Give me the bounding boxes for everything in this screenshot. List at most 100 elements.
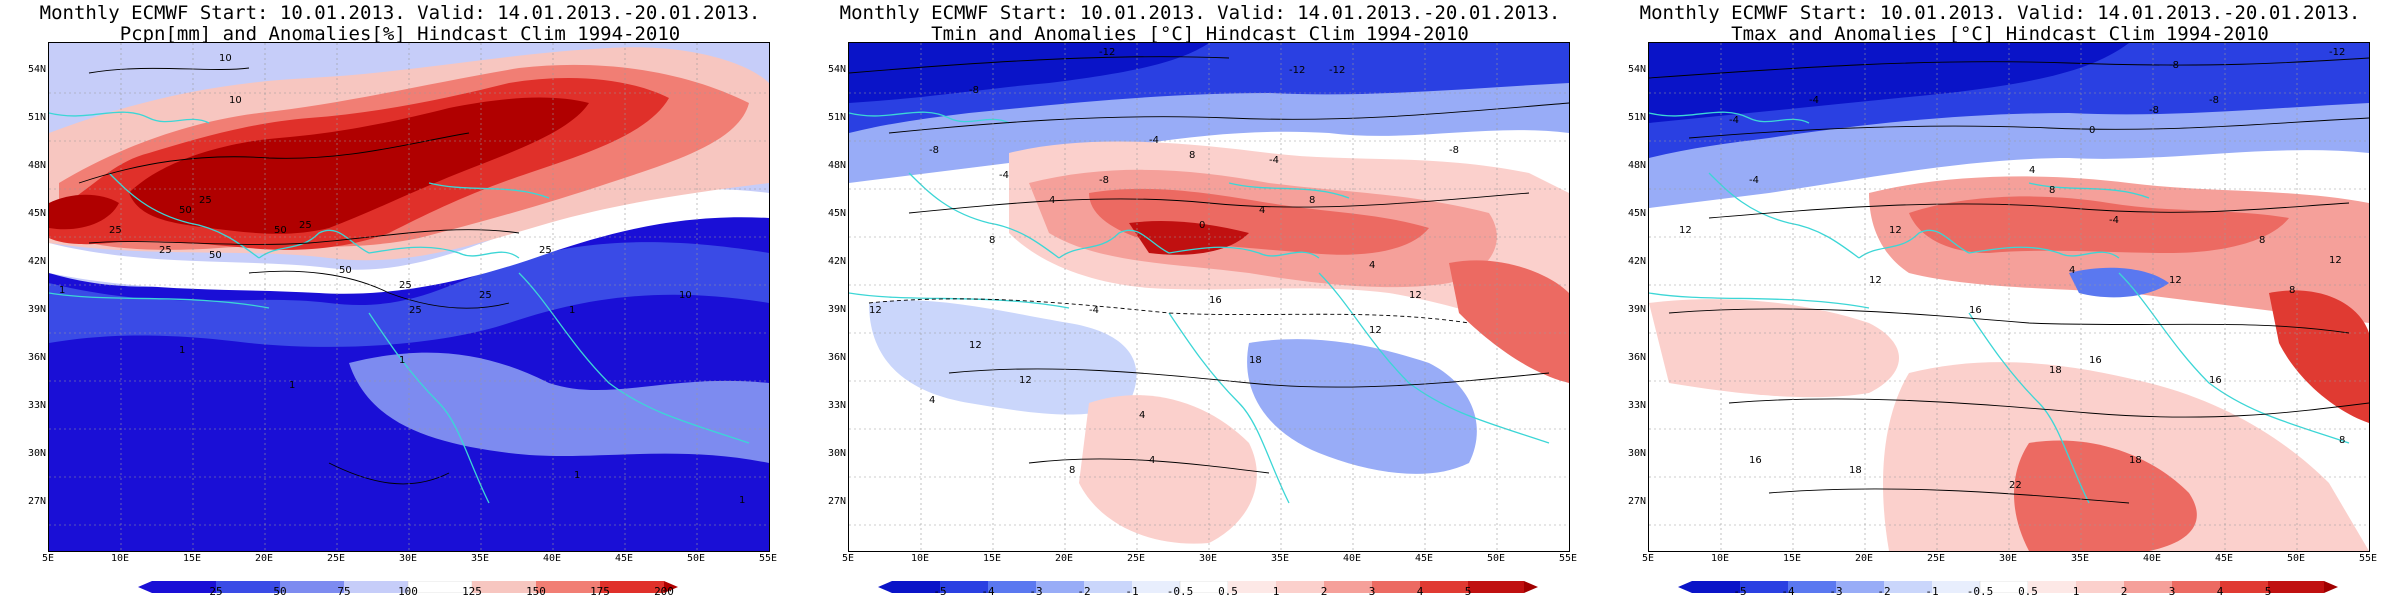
contour-label: 1	[399, 355, 405, 366]
precip-darkred-core	[129, 97, 589, 234]
lat-label: 36N	[827, 352, 846, 363]
contour-label: 18	[2049, 365, 2062, 376]
precip-map: 10 10 25 25 25 50 50 25 25 25 25 50 50 2…	[48, 42, 770, 552]
colorbar-tick: 175	[590, 585, 610, 598]
lon-label: 15E	[982, 553, 1002, 564]
colorbar-tick: 2	[2120, 585, 2128, 598]
colorbar-tick: 3	[1368, 585, 1376, 598]
contour-label: 4	[1259, 205, 1265, 216]
lat-label: 42N	[827, 256, 846, 267]
lat-label: 45N	[27, 208, 46, 219]
colorbar-tick: -5	[933, 585, 947, 598]
colorbar-tick: 4	[2216, 585, 2224, 598]
panel-title-line2: Pcpn[mm] and Anomalies[%] Hindcast Clim …	[119, 23, 681, 45]
contour-label: 12	[1409, 290, 1422, 301]
lon-label: 30E	[1198, 553, 1218, 564]
contour-label: 8	[1069, 465, 1075, 476]
colorbar-tick: 3	[2168, 585, 2176, 598]
contour-label: 18	[2129, 455, 2142, 466]
lon-label: 55E	[2358, 553, 2378, 564]
contour-label: 8	[1309, 195, 1315, 206]
contour-label: -4	[1089, 305, 1099, 316]
contour-label: 4	[929, 395, 935, 406]
contour-label: -8	[2209, 95, 2219, 106]
lat-label: 33N	[1627, 400, 1646, 411]
contour-label: 1	[289, 380, 295, 391]
contour-label: 12	[2329, 255, 2342, 266]
colorbar-tick: 50	[273, 585, 287, 598]
lat-label: 51N	[827, 112, 846, 123]
contour-label-group: -12 -8 -8 -4 -4 0 4 8 -4 -8 12 8 12 12 1…	[1679, 47, 2345, 491]
contour-label: -12	[1099, 47, 1115, 58]
lat-label: 33N	[827, 400, 846, 411]
panel-title-line1: Monthly ECMWF Start: 10.01.2013. Valid: …	[1639, 2, 2361, 24]
precip-neutral-band	[49, 189, 769, 294]
contour-label: 4	[1149, 455, 1155, 466]
lon-label: 50E	[2286, 553, 2306, 564]
tmin-warm-south	[1079, 395, 1257, 544]
contour-label: 1	[574, 470, 580, 481]
contour-label: -4	[999, 170, 1009, 181]
lat-label: 36N	[1627, 352, 1646, 363]
lon-label: 10E	[1710, 553, 1730, 564]
contour-label: 25	[299, 220, 312, 231]
contour-label: 25	[399, 280, 412, 291]
lon-label: 50E	[686, 553, 706, 564]
colorbar-tick: -0.5	[1166, 585, 1194, 598]
contour-label: 4	[2029, 165, 2035, 176]
tmax-panel: Monthly ECMWF Start: 10.01.2013. Valid: …	[1610, 0, 2390, 600]
contour-lines	[78, 67, 520, 485]
contour-label: 8	[2259, 235, 2265, 246]
colorbar-tick: -2	[1877, 585, 1891, 598]
lon-label: 25E	[326, 553, 346, 564]
tmax-warm-west	[1649, 299, 1899, 398]
contour-label: 22	[2009, 480, 2022, 491]
contour-label: 25	[409, 305, 422, 316]
colorbar-tick: 0.5	[1218, 585, 1238, 598]
contour-label: -8	[2169, 60, 2179, 71]
lat-label: 33N	[27, 400, 46, 411]
contour-label: 10	[229, 95, 242, 106]
contour-label: 4	[1139, 410, 1145, 421]
contour-label: 12	[969, 340, 982, 351]
precip-colorbar	[138, 578, 678, 597]
contour-label: -4	[1749, 175, 1759, 186]
colorbar-tick: -3	[1829, 585, 1843, 598]
tmin-panel: Monthly ECMWF Start: 10.01.2013. Valid: …	[810, 0, 1590, 600]
lon-label: 30E	[1998, 553, 2018, 564]
lat-label: 39N	[1627, 304, 1646, 315]
contour-label: 12	[1019, 375, 1032, 386]
lat-label: 48N	[1627, 160, 1646, 171]
contour-label: 25	[479, 290, 492, 301]
lat-label: 30N	[1627, 448, 1646, 459]
contour-label: -8	[2149, 105, 2159, 116]
lon-label: 25E	[1126, 553, 1146, 564]
contour-label: -4	[1809, 95, 1819, 106]
contour-label: 1	[59, 285, 65, 296]
colorbar-tick: -4	[1781, 585, 1795, 598]
contour-label: 4	[2069, 265, 2075, 276]
lon-label: 5E	[1641, 553, 1655, 564]
colorbar-tick: 4	[1416, 585, 1424, 598]
precip-light-blue-band	[349, 352, 769, 463]
lat-label: 30N	[27, 448, 46, 459]
colorbar-tick: 100	[398, 585, 418, 598]
panel-title-line1: Monthly ECMWF Start: 10.01.2013. Valid: …	[839, 2, 1561, 24]
coastline-lines	[49, 111, 750, 504]
lon-label: 45E	[2214, 553, 2234, 564]
contour-label: 0	[1199, 220, 1205, 231]
lon-label: 35E	[2070, 553, 2090, 564]
lat-label: 45N	[1627, 208, 1646, 219]
lon-label: 40E	[2142, 553, 2162, 564]
precip-panel: Monthly ECMWF Start: 10.01.2013. Valid: …	[10, 0, 790, 600]
colorbar-tick: 1	[1272, 585, 1280, 598]
contour-label: 0	[2089, 125, 2095, 136]
lon-label: 45E	[1414, 553, 1434, 564]
contour-label: -8	[1449, 145, 1459, 156]
grid-lines	[1649, 43, 2369, 551]
colorbar-tick: -5	[1733, 585, 1747, 598]
contour-label: 16	[1209, 295, 1222, 306]
contour-label: -12	[1329, 65, 1345, 76]
lon-label: 15E	[1782, 553, 1802, 564]
contour-label: 1	[569, 305, 575, 316]
